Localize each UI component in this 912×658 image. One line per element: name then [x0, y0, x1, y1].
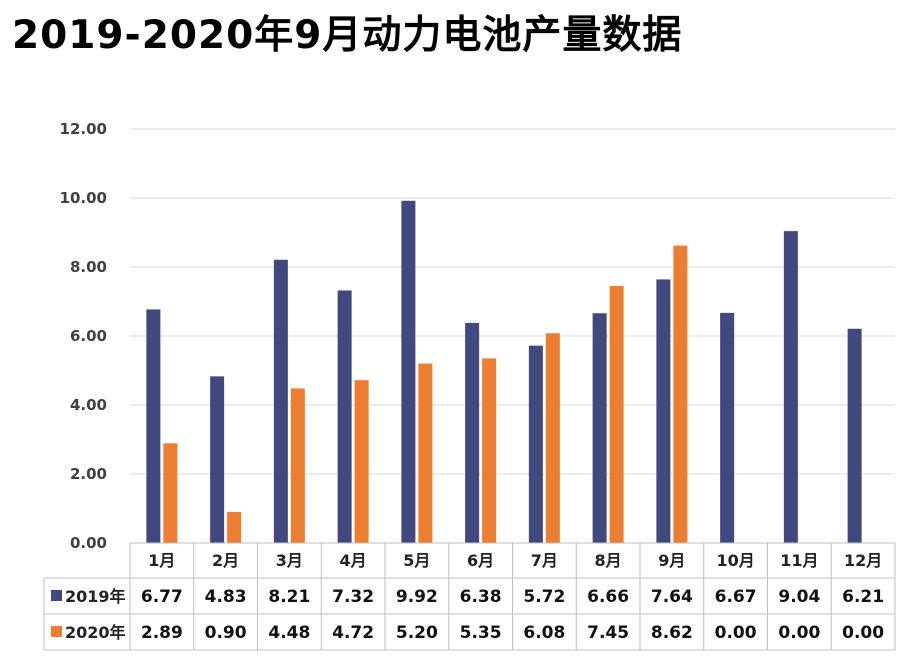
data-label: 6.21	[842, 587, 884, 607]
bar-2019	[656, 279, 671, 543]
data-label: 4.72	[332, 623, 374, 643]
bar-2020	[609, 285, 624, 543]
category-label: 3月	[276, 551, 303, 570]
bar-2019	[273, 259, 288, 543]
data-label: 9.04	[778, 587, 820, 607]
data-label: 5.72	[523, 587, 565, 607]
bar-2019	[401, 200, 416, 543]
category-label: 8月	[595, 551, 622, 570]
category-label: 1月	[148, 551, 175, 570]
category-label: 9月	[658, 551, 685, 570]
y-tick-label: 12.00	[60, 120, 107, 138]
data-label: 4.48	[268, 623, 310, 643]
data-label: 4.83	[205, 587, 247, 607]
bar-2020	[545, 333, 560, 543]
bar-2019	[210, 376, 225, 543]
data-label: 6.77	[141, 587, 183, 607]
bar-2020	[227, 511, 242, 543]
data-label: 6.67	[715, 587, 757, 607]
data-label: 7.45	[587, 623, 629, 643]
data-label: 7.64	[651, 587, 693, 607]
category-label: 6月	[467, 551, 494, 570]
bar-2019	[528, 345, 543, 543]
data-label: 6.66	[587, 587, 629, 607]
legend-swatch-2019	[51, 590, 62, 601]
bar-2020	[354, 380, 369, 543]
data-label: 0.90	[205, 623, 247, 643]
category-label: 10月	[716, 551, 754, 570]
bar-2019	[592, 313, 607, 543]
category-label: 7月	[531, 551, 558, 570]
bar-2019	[720, 312, 735, 543]
data-label: 0.00	[778, 623, 820, 643]
y-tick-label: 8.00	[70, 258, 107, 276]
y-tick-label: 0.00	[70, 534, 107, 552]
page-title: 2019-2020年9月动力电池产量数据	[12, 13, 683, 58]
data-label: 8.21	[268, 587, 310, 607]
category-label: 11月	[780, 551, 818, 570]
y-tick-label: 10.00	[60, 189, 107, 207]
data-label: 6.38	[460, 587, 502, 607]
bar-2020	[673, 245, 688, 544]
data-label: 7.32	[332, 587, 374, 607]
bar-2020	[482, 358, 497, 543]
bar-2019	[783, 231, 798, 543]
bar-2019	[847, 328, 862, 543]
category-label: 5月	[403, 551, 430, 570]
y-tick-label: 2.00	[70, 465, 107, 483]
data-label: 5.20	[396, 623, 438, 643]
category-label: 2月	[212, 551, 239, 570]
data-label: 5.35	[460, 623, 502, 643]
category-label: 4月	[340, 551, 367, 570]
bar-2019	[146, 309, 161, 543]
data-label: 9.92	[396, 587, 438, 607]
data-label: 6.08	[523, 623, 565, 643]
data-label: 8.62	[651, 623, 693, 643]
bar-2020	[163, 443, 178, 543]
legend-label: 2019年	[65, 587, 126, 606]
category-label: 12月	[844, 551, 882, 570]
bar-2019	[337, 290, 352, 543]
legend-swatch-2020	[51, 626, 62, 637]
bar-2020	[290, 388, 305, 543]
legend-label: 2020年	[65, 623, 126, 642]
y-tick-label: 4.00	[70, 396, 107, 414]
y-tick-label: 6.00	[70, 327, 107, 345]
data-label: 0.00	[842, 623, 884, 643]
bar-2019	[465, 322, 480, 543]
data-label: 0.00	[715, 623, 757, 643]
data-label: 2.89	[141, 623, 183, 643]
bar-2020	[418, 363, 433, 543]
